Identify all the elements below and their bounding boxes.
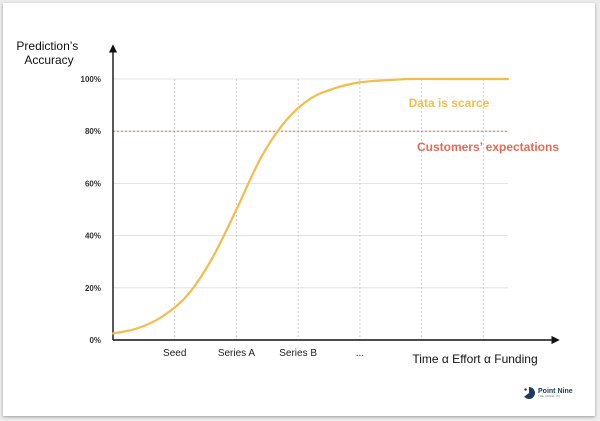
y-axis-title-line-2: Accuracy (24, 53, 73, 67)
y-tick-label: 80% (85, 127, 101, 136)
slide: Prediction’s Accuracy 0% 20% 40% 60% 80% 100%… (3, 3, 595, 416)
y-tick-label: 20% (85, 284, 101, 293)
brand-logo-dot-icon (524, 388, 527, 391)
y-tick-label: 60% (85, 179, 101, 188)
vertical-gridlines (174, 79, 484, 340)
y-tick-label: 100% (81, 75, 101, 84)
y-tick-label: 0% (89, 336, 101, 345)
y-axis-title: Prediction’s Accuracy (16, 39, 81, 67)
brand-logo-mark-icon (524, 387, 535, 399)
x-category-label: Series A (218, 348, 256, 359)
annotation-customers-expectations: Customers’ expectations (417, 140, 559, 154)
y-tick-label: 40% (85, 232, 101, 241)
x-category-labels: Seed Series A Series B... (163, 348, 364, 359)
x-category-label: ... (356, 348, 364, 359)
y-axis-title-line-1: Prediction’s (16, 39, 78, 53)
y-tick-labels: 0% 20% 40% 60% 80% 100% (81, 75, 101, 345)
brand-tagline: THE ANGEL VC (538, 394, 560, 398)
horizontal-gridlines (113, 78, 508, 289)
annotation-data-is-scarce: Data is scarce (409, 96, 490, 110)
x-category-label: Seed (163, 348, 186, 359)
x-axis-title: Time α Effort α Funding (412, 352, 537, 366)
brand-name: Point Nine (538, 388, 573, 395)
accuracy-curve (111, 77, 510, 335)
x-category-label: Series B (279, 348, 317, 359)
brand-logo: Point Nine THE ANGEL VC (524, 387, 573, 399)
accuracy-chart: Prediction’s Accuracy 0% 20% 40% 60% 80% 100%… (16, 39, 573, 399)
